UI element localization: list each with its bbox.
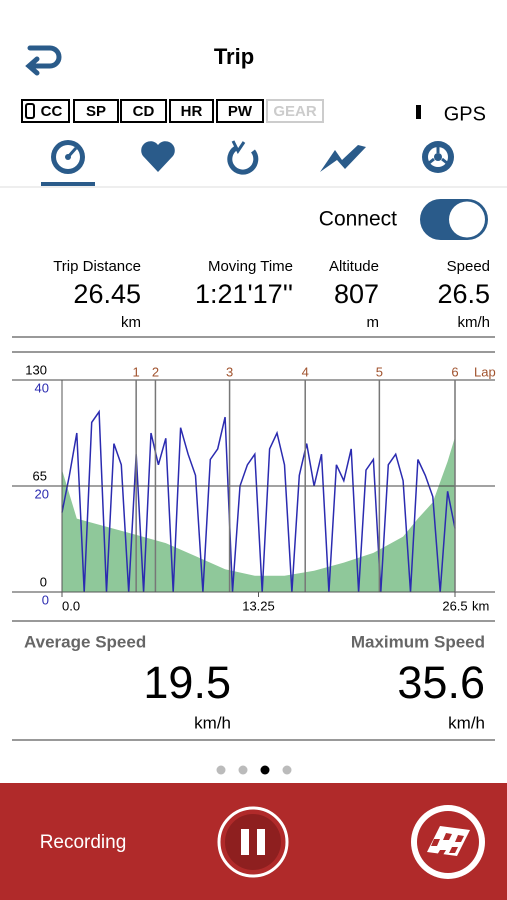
metric-unit: m [367, 314, 380, 331]
metric-value: 26.45 [73, 279, 141, 309]
sensor-row: CC SP CD HR PW GEAR [21, 99, 324, 123]
x-tick-label: 13.25 [242, 598, 275, 613]
tab-gear[interactable] [422, 141, 454, 173]
metric-label: Moving Time [208, 258, 293, 275]
metric-value: 1:21'17'' [195, 279, 293, 309]
sensor-label: CD [133, 103, 155, 120]
phone-icon [25, 103, 35, 119]
metric-unit: km [121, 314, 141, 331]
page-dot [282, 765, 292, 775]
chart: 0 65 130 0 20 40 1 2 3 4 5 6 Lap 0.0 13.25 26.5 km [12, 362, 496, 613]
x-unit: km [472, 598, 489, 613]
speed-line [61, 409, 456, 593]
page-dot [216, 765, 226, 775]
altitude-area [62, 437, 455, 592]
pause-button[interactable] [217, 806, 289, 878]
gps-signal [416, 105, 421, 119]
x-tick-label: 0.0 [62, 598, 80, 613]
sensor-badge: PW [216, 99, 264, 123]
sensor-box [169, 99, 214, 123]
lap-label: 1 [133, 364, 140, 379]
summary-unit: km/h [194, 713, 231, 732]
sensor-badge: SP [73, 99, 119, 123]
y2-tick-label: 40 [35, 380, 49, 395]
page-dot [238, 765, 248, 775]
metric-label: Trip Distance [53, 258, 141, 275]
summary-unit: km/h [448, 713, 485, 732]
back-arrow-head [25, 56, 40, 76]
summary-value: 19.5 [143, 657, 231, 708]
metric-unit: km/h [457, 314, 490, 331]
sensor-label: GEAR [273, 103, 317, 120]
sensor-box [266, 99, 324, 123]
summary: Average Speed 19.5 km/h Maximum Speed 35.6 km… [24, 632, 485, 732]
metric-value: 26.5 [437, 279, 490, 309]
sensor-label: HR [181, 103, 203, 120]
sensor-badge: HR [169, 99, 214, 123]
tab-power[interactable] [320, 145, 366, 172]
sensor-badge: GEAR [266, 99, 324, 123]
tab-heart[interactable] [141, 141, 175, 172]
metric-value: 807 [334, 279, 379, 309]
summary-label: Maximum Speed [351, 632, 485, 651]
lap-title: Lap [474, 364, 496, 379]
metric-label: Altitude [329, 258, 379, 275]
summary-label: Average Speed [24, 632, 146, 651]
lap-label: 5 [376, 364, 383, 379]
lap-label: 3 [226, 364, 233, 379]
sensor-box [216, 99, 264, 123]
tab-lap[interactable] [227, 140, 259, 175]
connect-label: Connect [319, 208, 397, 231]
x-tick-label: 26.5 [442, 598, 467, 613]
page-dot [260, 765, 270, 775]
tab-bar [51, 140, 454, 175]
y-tick-label: 130 [25, 362, 47, 377]
sensor-box [21, 99, 70, 123]
tab-speed[interactable] [51, 140, 85, 174]
lap-label: 6 [451, 364, 458, 379]
gps-label: GPS [444, 103, 486, 125]
sensor-label: PW [228, 103, 253, 120]
lap-label: 2 [152, 364, 159, 379]
recording-label: Recording [40, 832, 127, 853]
y2-tick-label: 0 [42, 592, 49, 607]
finish-button[interactable] [411, 805, 485, 879]
back-button[interactable] [25, 45, 62, 76]
sensor-box [120, 99, 167, 123]
tab-indicator [41, 182, 95, 186]
y-tick-label: 65 [33, 468, 47, 483]
pager [216, 765, 292, 775]
metrics: Trip Distance 26.45 km Moving Time 1:21'17''… [53, 258, 490, 331]
y-tick-label: 0 [40, 574, 47, 589]
sensor-badge: CD [120, 99, 167, 123]
lap-label: 4 [302, 364, 309, 379]
connect-toggle[interactable] [420, 199, 488, 240]
sensor-label: CC [41, 103, 63, 120]
back-arrow [27, 45, 62, 69]
metric-label: Speed [447, 258, 490, 275]
sensor-box [73, 99, 119, 123]
title: Trip [214, 44, 254, 69]
sensor-badge: CC [21, 99, 70, 123]
sensor-label: SP [86, 103, 106, 120]
summary-value: 35.6 [397, 657, 485, 708]
y2-tick-label: 20 [35, 486, 49, 501]
toggle-knob [449, 201, 485, 238]
